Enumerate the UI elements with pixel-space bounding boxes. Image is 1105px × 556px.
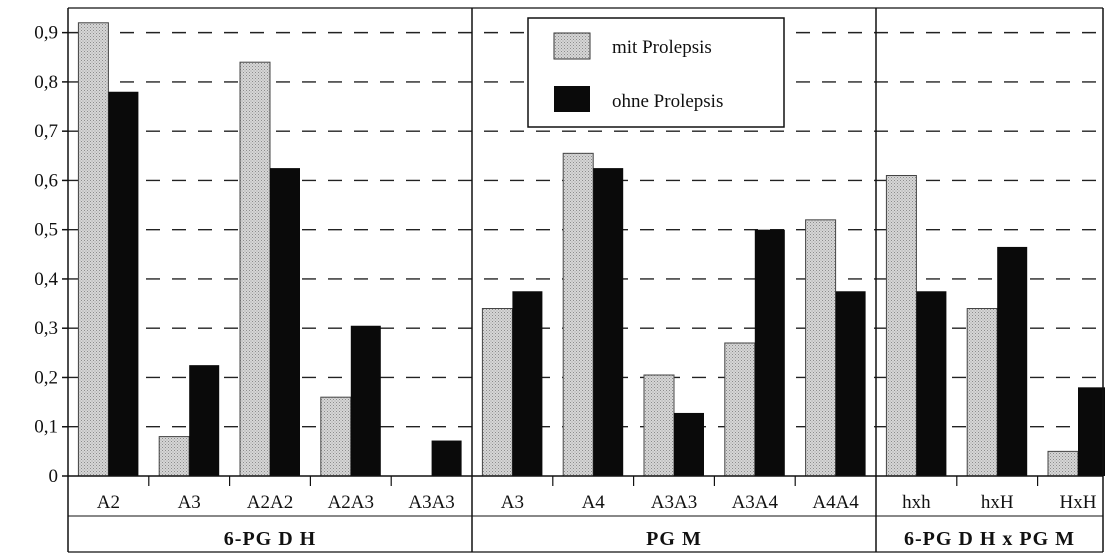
group-label: 6-PG D H x PG M <box>904 528 1075 550</box>
y-tick-label: 0,8 <box>34 72 58 93</box>
bar-mit-a3 <box>158 436 190 477</box>
bar-ohne-a3a3 <box>431 440 462 476</box>
bar-mit-a2 <box>77 22 109 477</box>
category-label: A3 <box>501 492 524 513</box>
y-tick-label: 0,2 <box>34 367 58 388</box>
bar-mit-a4a4 <box>805 219 837 477</box>
bar-ohne-a2a2 <box>270 168 300 476</box>
group-label: 6-PG D H <box>224 528 316 550</box>
bar-mit-a2a3 <box>320 396 352 477</box>
bar-mit-a3a3 <box>643 374 675 477</box>
bar-ohne-hxh <box>916 291 947 476</box>
bar-ohne-a2a3 <box>350 325 381 476</box>
bar-ohne-a2 <box>108 91 139 476</box>
y-tick-label: 0,5 <box>34 220 58 241</box>
bar-ohne-a4 <box>593 168 624 476</box>
category-label: A3A4 <box>732 492 779 513</box>
category-label: A4A4 <box>812 492 859 513</box>
category-label: hxh <box>902 492 931 513</box>
legend: mit Prolepsis ohne Prolepsis <box>527 17 785 128</box>
bar-ohne-a3 <box>512 291 543 476</box>
bar-mit-hxh <box>885 174 917 477</box>
bar-mit-a3a4 <box>724 342 756 477</box>
y-tick-label: 0,7 <box>34 121 58 142</box>
category-label: A3A3 <box>651 492 697 513</box>
category-label: A3A3 <box>408 492 454 513</box>
category-label: A3 <box>178 492 201 513</box>
bar-ohne-a3a4 <box>754 229 785 476</box>
bar-mit-a3 <box>481 308 513 477</box>
bars <box>77 22 1105 477</box>
bar-ohne-a3 <box>189 365 220 476</box>
y-tick-label: 0,3 <box>34 318 58 339</box>
category-label: A4 <box>582 492 606 513</box>
category-label: hxH <box>981 492 1014 513</box>
y-tick-label: 0,1 <box>34 417 58 438</box>
axes <box>62 7 1104 553</box>
y-tick-label: 0 <box>49 466 59 487</box>
group-label: PG M <box>646 528 702 550</box>
bar-ohne-hxh <box>997 246 1028 476</box>
bar-ohne-a4a4 <box>835 291 866 476</box>
bar-ohne-a3a3 <box>674 412 704 476</box>
category-label: A2 <box>97 492 120 513</box>
category-label: HxH <box>1060 492 1097 513</box>
bar-mit-hxh <box>1047 450 1079 477</box>
legend-swatch-ohne <box>554 86 590 112</box>
labels: 00,10,20,30,40,50,60,70,80,9A2 A3 A2A2 A2A3… <box>34 23 1096 550</box>
legend-swatch-mit <box>553 32 591 60</box>
bar-mit-hxh <box>966 308 998 477</box>
category-label: A2A3 <box>328 492 374 513</box>
legend-label-ohne: ohne Prolepsis <box>612 91 723 112</box>
category-label: A2A2 <box>247 492 293 513</box>
bar-mit-a2a2 <box>239 61 271 477</box>
bar-ohne-hxh <box>1078 387 1105 476</box>
y-tick-label: 0,6 <box>34 170 58 191</box>
bar-mit-a4 <box>562 152 594 477</box>
y-tick-label: 0,9 <box>34 23 58 44</box>
legend-label-mit: mit Prolepsis <box>612 37 712 58</box>
y-tick-label: 0,4 <box>34 269 58 290</box>
